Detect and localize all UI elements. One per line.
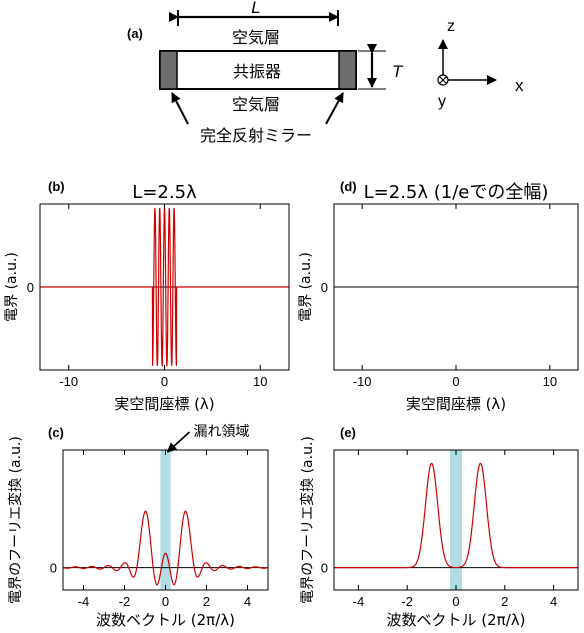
x-tick-label: 2 — [501, 594, 508, 609]
panel-label: (e) — [340, 425, 356, 440]
x-tick-label: 0 — [452, 594, 459, 609]
y-axis-label: 電界のフーリエ変換 (a.u.) — [7, 436, 24, 604]
y-axis-label: 電界 (a.u.) — [298, 252, 314, 322]
plot-d: (d) L=2.5λ (1/eでの全幅) -10 0 10 0 実空間座標 (λ) 電界 (a… — [298, 179, 579, 413]
x-tick-label: -2 — [401, 594, 413, 609]
resonator-label: 共振器 — [233, 62, 281, 81]
x-tick-label: 0 — [162, 594, 169, 609]
y-axis-label: 電界 (a.u.) — [4, 252, 20, 322]
thickness-label: T — [392, 62, 404, 81]
panel-label: (d) — [340, 179, 357, 194]
chart-title: L=2.5λ (1/eでの全幅) — [364, 182, 549, 203]
x-tick-label: 2 — [203, 594, 210, 609]
length-label: L — [251, 0, 260, 17]
axis-x-label: x — [515, 76, 524, 95]
air-layer-top: 空気層 — [232, 28, 280, 47]
air-layer-bottom: 空気層 — [232, 95, 280, 114]
x-tick-label: 0 — [161, 374, 168, 389]
y-tick-label: 0 — [50, 561, 57, 576]
mirror-right — [338, 50, 357, 90]
x-tick-label: -10 — [353, 374, 372, 389]
x-axis-label: 波数ベクトル (2π/λ) — [96, 611, 235, 629]
resonator-box — [159, 50, 357, 90]
series-line — [334, 462, 578, 569]
x-tick-label: 4 — [244, 594, 251, 609]
y-tick-label: 0 — [321, 280, 328, 295]
axis-y-label: y — [438, 93, 446, 110]
y-axis-label: 電界のフーリエ変換 (a.u.) — [299, 436, 316, 604]
x-axis-label: 実空間座標 (λ) — [114, 395, 214, 413]
series-line — [62, 510, 269, 586]
x-tick-label: -4 — [353, 594, 365, 609]
plot-b: (b) L=2.5λ -10 0 10 0 実空間座標 (λ) 電界 (a.u.) — [4, 179, 290, 413]
panel-a-label: (a) — [127, 26, 143, 41]
plot-c: (c) -4 -2 0 2 4 0 波数ベクトル (2π/λ) 電界のフーリエ変換 (a.u.)… — [7, 423, 269, 629]
y-tick-label: 0 — [27, 280, 34, 295]
mirror-pointer-left — [171, 92, 189, 125]
chart-title: L=2.5λ — [132, 182, 197, 203]
x-tick-label: -10 — [59, 374, 78, 389]
leak-region-label: 漏れ領域 — [194, 423, 250, 440]
annotation-arrow — [166, 431, 191, 453]
mirror-left — [159, 50, 178, 90]
leak-band — [160, 450, 171, 590]
x-axis-label: 実空間座標 (λ) — [406, 395, 506, 413]
x-tick-label: -4 — [78, 594, 90, 609]
panel-label: (b) — [48, 179, 65, 194]
cavity-diagram: (a) L 空気層 共振器 T 空気層 完全反射ミラー z x y — [127, 0, 524, 145]
mirror-pointer-right — [325, 92, 344, 125]
y-tick-label: 0 — [321, 561, 328, 576]
panel-label: (c) — [48, 425, 64, 440]
x-tick-label: 0 — [452, 374, 459, 389]
plot-e: (e) -4 -2 0 2 4 0 波数ベクトル (2π/λ) 電界のフーリエ変換 (a.u.) — [299, 425, 579, 629]
x-tick-label: 10 — [543, 374, 557, 389]
mirror-label: 完全反射ミラー — [200, 126, 312, 145]
x-tick-label: 4 — [550, 594, 557, 609]
leak-band — [449, 450, 463, 590]
x-tick-label: -2 — [119, 594, 131, 609]
x-axis-label: 波数ベクトル (2π/λ) — [387, 611, 526, 629]
x-tick-label: 10 — [253, 374, 267, 389]
axis-z-label: z — [447, 18, 455, 35]
